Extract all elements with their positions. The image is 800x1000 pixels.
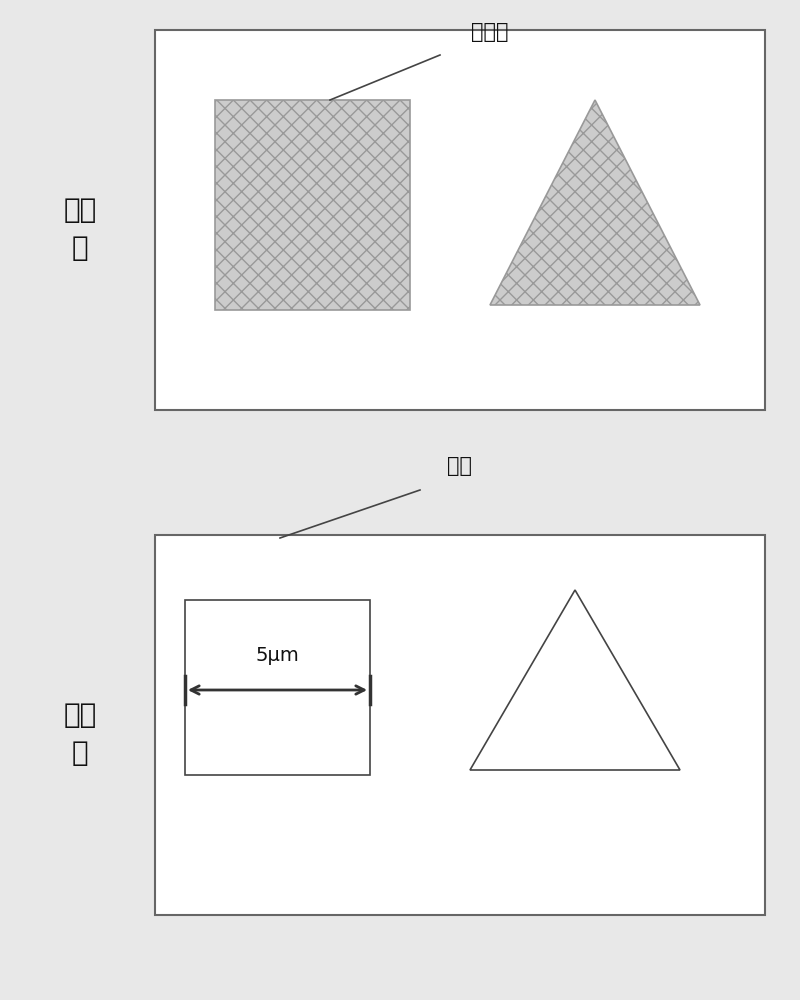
Polygon shape: [490, 100, 700, 305]
Bar: [185, 600, 370, 775]
Text: 金属膜: 金属膜: [471, 22, 509, 42]
Text: 刻蚀: 刻蚀: [63, 701, 97, 729]
Text: 前: 前: [72, 234, 88, 262]
Bar: [155, 535, 765, 915]
Text: 5μm: 5μm: [255, 646, 299, 665]
Text: 刻蚀: 刻蚀: [63, 196, 97, 224]
Bar: [215, 100, 410, 310]
Text: 通孔: 通孔: [447, 456, 473, 476]
Text: 后: 后: [72, 739, 88, 767]
Bar: [155, 30, 765, 410]
